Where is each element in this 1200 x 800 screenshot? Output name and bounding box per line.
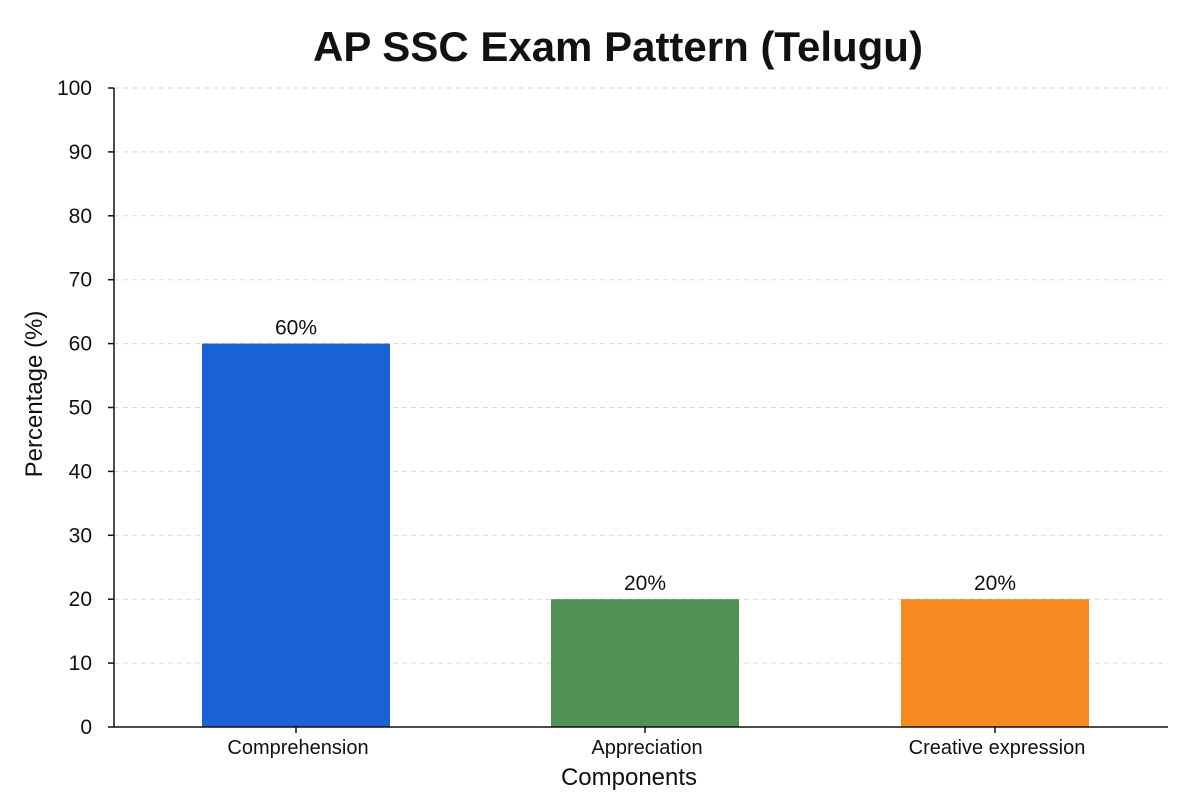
x-axis-title: Components <box>561 764 697 791</box>
y-tick-label: 10 <box>69 652 92 675</box>
y-axis-title: Percentage (%) <box>21 311 48 478</box>
data-label: 60% <box>275 317 317 340</box>
x-axis-categories: Comprehension Appreciation Creative expres… <box>227 727 1085 759</box>
data-labels: 60% 20% 20% <box>275 317 1016 596</box>
data-label: 20% <box>974 572 1016 595</box>
y-tick-label: 50 <box>69 397 92 420</box>
x-tick-label: Comprehension <box>227 737 368 759</box>
y-tick-label: 60 <box>69 333 92 356</box>
x-tick-label: Creative expression <box>909 737 1086 759</box>
y-tick-label: 70 <box>69 269 92 292</box>
chart-title: AP SSC Exam Pattern (Telugu) <box>313 23 923 70</box>
y-tick-label: 100 <box>57 77 92 100</box>
y-tick-label: 0 <box>80 716 92 739</box>
bar-comprehension <box>202 343 390 727</box>
y-tick-label: 80 <box>69 205 92 228</box>
y-axis-ticks: 0 10 20 30 40 50 60 70 80 90 100 <box>57 77 114 739</box>
bar-appreciation <box>551 599 739 727</box>
y-tick-label: 90 <box>69 141 92 164</box>
bar-creative-expression <box>901 599 1089 727</box>
y-tick-label: 20 <box>69 588 92 611</box>
y-tick-label: 30 <box>69 524 92 547</box>
x-tick-label: Appreciation <box>591 737 702 759</box>
data-label: 20% <box>624 572 666 595</box>
y-tick-label: 40 <box>69 460 92 483</box>
bars <box>202 343 1089 727</box>
